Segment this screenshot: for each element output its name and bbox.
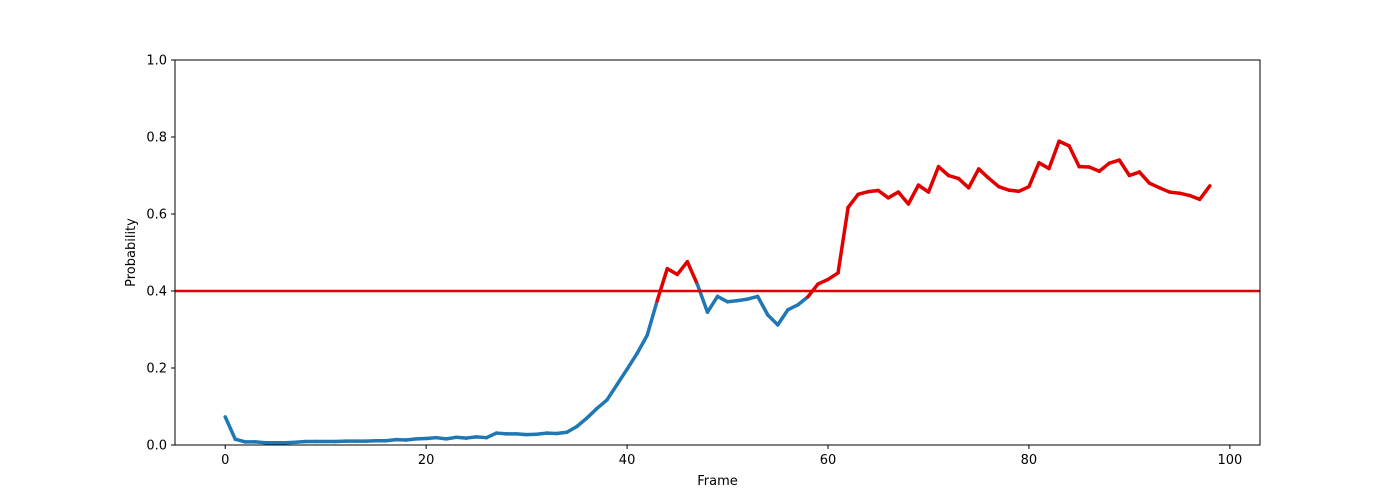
x-tick-label: 60 — [820, 453, 837, 468]
x-tick-label: 40 — [619, 453, 636, 468]
series-segment-below — [645, 298, 659, 338]
series-segment-below — [705, 294, 720, 314]
series-segment-above — [946, 173, 961, 181]
series-segment-below — [615, 367, 629, 387]
series-segment-above — [1137, 170, 1152, 185]
series-segment-below — [484, 431, 499, 440]
y-tick-label: 1.0 — [146, 54, 167, 69]
series-segment-above — [1107, 158, 1122, 165]
series-segment-below — [223, 415, 238, 441]
series-segment-above — [976, 167, 991, 180]
series-segment-above — [685, 259, 700, 287]
series-segment-above — [826, 271, 840, 282]
series-segment-below — [786, 303, 800, 312]
series-segment-below — [585, 406, 599, 420]
series-segment-above — [665, 266, 680, 277]
tick-layer: 0 20 40 60 80 100 0.0 0.2 0.4 0.6 0.8 1.0 — [146, 54, 1242, 469]
series-segment-above — [655, 266, 670, 303]
series-segment-below — [595, 398, 609, 411]
y-tick-label: 0.4 — [146, 285, 167, 300]
series-segment-above — [886, 190, 901, 200]
series-segment-above — [1027, 161, 1041, 189]
series-segment-above — [1187, 193, 1202, 202]
series-segment-above — [1047, 139, 1061, 171]
y-axis-label: Probability — [124, 218, 139, 287]
plot-frame — [174, 59, 1261, 446]
series-segment-below — [695, 282, 710, 314]
series-segment-below — [605, 382, 619, 402]
series-segment-above — [1147, 181, 1162, 190]
series-segment-below — [776, 308, 790, 327]
series-segment-above — [1087, 165, 1102, 174]
series-segment-above — [906, 183, 921, 206]
series-layer — [223, 139, 1212, 445]
x-tick-label: 20 — [418, 453, 435, 468]
y-tick-label: 0.6 — [146, 208, 167, 223]
series-segment-above — [926, 164, 941, 194]
series-segment-above — [916, 183, 931, 194]
series-segment-above — [997, 184, 1011, 192]
series-segment-below — [715, 294, 730, 304]
series-segment-above — [1117, 158, 1132, 178]
series-segment-above — [1197, 184, 1212, 202]
series-segment-above — [1037, 161, 1051, 171]
series-segment-below — [755, 294, 770, 317]
y-tick-label: 0.2 — [146, 362, 167, 377]
x-tick-label: 80 — [1021, 453, 1038, 468]
series-segment-above — [1057, 139, 1071, 148]
series-segment-below — [625, 351, 639, 371]
x-tick-label: 100 — [1217, 453, 1242, 468]
series-segment-above — [876, 188, 891, 200]
x-axis-label: Frame — [697, 474, 738, 489]
series-segment-above — [956, 176, 971, 190]
series-segment-above — [816, 277, 830, 286]
series-segment-above — [1157, 186, 1172, 194]
series-segment-below — [635, 333, 649, 356]
series-segment-below — [565, 424, 579, 435]
series-segment-above — [675, 259, 690, 277]
x-tick-label: 0 — [221, 453, 229, 468]
series-segment-above — [966, 167, 981, 190]
y-tick-label: 0.0 — [146, 439, 167, 454]
series-segment-above — [846, 192, 860, 210]
series-segment-above — [836, 205, 850, 275]
series-segment-above — [896, 190, 911, 206]
series-segment-above — [1017, 184, 1031, 194]
series-segment-below — [796, 295, 810, 307]
series-segment-above — [936, 164, 951, 178]
series-segment-above — [1067, 144, 1081, 169]
series-segment-above — [1127, 170, 1142, 178]
series-segment-below — [765, 313, 780, 327]
series-segment-below — [575, 416, 589, 429]
y-tick-label: 0.8 — [146, 131, 167, 146]
series-segment-above — [987, 176, 1001, 189]
series-segment-above — [1097, 161, 1112, 174]
